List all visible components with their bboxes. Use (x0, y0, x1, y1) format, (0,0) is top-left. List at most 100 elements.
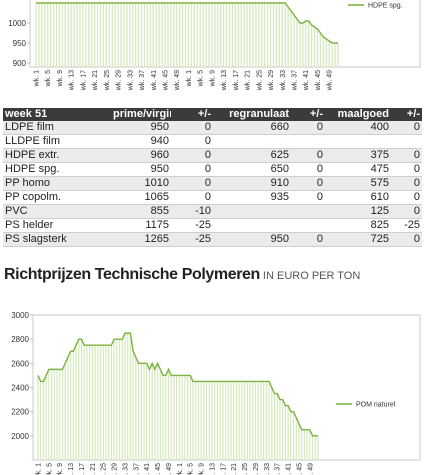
x-tick-label: wk. 33 (280, 70, 287, 91)
x-tick-label: wk. 25 (101, 463, 108, 475)
table-cell: 625 (213, 148, 291, 163)
x-tick-label: wk. 21 (92, 70, 99, 91)
table-cell: 0 (291, 176, 325, 191)
series-line (36, 2, 338, 44)
table-body: LDPE film 950 0 660 0 400 0 LLDPE film 940 0 HDPE … (3, 121, 422, 247)
table-cell: -10 (171, 204, 213, 219)
x-tick-label: wk. 41 (286, 463, 293, 475)
table-cell: 0 (391, 148, 422, 163)
table-cell: 1010 (111, 176, 171, 191)
table-cell: -25 (171, 218, 213, 233)
table-cell: PS helder (3, 218, 111, 233)
x-tick-label: wk. 33 (264, 463, 271, 475)
table-cell: 725 (325, 232, 391, 247)
header-cell: regranulaat (213, 108, 291, 121)
x-tick-label: wk. 17 (220, 463, 227, 475)
table-cell: 950 (111, 162, 171, 177)
y-tick-label: 950 (13, 39, 27, 48)
x-tick-label: wk. 33 (127, 70, 134, 91)
x-tick-label: wk. 37 (275, 463, 282, 475)
table-cell: 660 (213, 121, 291, 135)
table-cell: 0 (171, 148, 213, 163)
table-cell: 0 (291, 190, 325, 205)
x-tick-label: wk. 37 (133, 463, 140, 475)
table-cell: 950 (111, 121, 171, 135)
x-tick-label: wk. 49 (174, 70, 181, 91)
x-tick-label: wk. 17 (79, 463, 86, 475)
x-tick-label: wk. 13 (68, 463, 75, 475)
table-cell: PP copolm. (3, 190, 111, 205)
x-tick-label: wk. 1 (186, 70, 193, 87)
y-tick-label: 2200 (11, 408, 29, 417)
table-cell: LDPE film (3, 121, 111, 135)
x-tick-label: wk. 29 (112, 463, 119, 475)
table-cell: 0 (291, 121, 325, 135)
x-tick-label: wk. 5 (188, 463, 195, 475)
table-cell: 375 (325, 148, 391, 163)
table-row: LDPE film 950 0 660 0 400 0 (3, 121, 422, 135)
table-cell: 575 (325, 176, 391, 191)
x-tick-label: wk. 49 (327, 70, 334, 91)
x-tick-label: wk. 13 (69, 70, 76, 91)
x-tick-label: wk. 45 (315, 70, 322, 91)
table-cell (325, 134, 391, 149)
y-tick-label: 2000 (11, 432, 29, 441)
x-tick-label: wk. 21 (231, 463, 238, 475)
header-cell: +/- (171, 108, 213, 121)
x-tick-label: wk. 41 (151, 70, 158, 91)
table-row: HDPE extr. 960 0 625 0 375 0 (3, 148, 422, 163)
table-cell: 400 (325, 121, 391, 135)
x-tick-label: wk. 25 (242, 463, 249, 475)
x-tick-label: wk. 25 (256, 70, 263, 91)
table-cell: 1265 (111, 232, 171, 247)
x-tick-label: wk. 21 (90, 463, 97, 475)
x-tick-label: wk. 45 (296, 463, 303, 475)
series-line (37, 332, 318, 437)
x-tick-label: wk. 41 (144, 463, 151, 475)
table-cell (391, 134, 422, 149)
x-tick-label: wk. 45 (163, 70, 170, 91)
legend-label: POM naturel (356, 402, 396, 409)
table-cell: -25 (391, 218, 422, 233)
x-tick-label: wk. 13 (221, 70, 228, 91)
table-cell: 960 (111, 148, 171, 163)
table-cell: 0 (391, 190, 422, 205)
x-tick-label: wk. 9 (57, 463, 64, 475)
table-cell: 0 (171, 190, 213, 205)
plot-frame (32, 314, 421, 461)
x-tick-label: wk. 29 (268, 70, 275, 91)
table-cell: 0 (171, 176, 213, 191)
table-row: PP homo 1010 0 910 0 575 0 (3, 176, 422, 191)
table-cell (291, 218, 325, 233)
x-tick-label: wk. 49 (166, 463, 173, 475)
table-cell: 0 (391, 204, 422, 219)
table-cell (213, 134, 291, 149)
table-row: LLDPE film 940 0 (3, 134, 422, 149)
x-tick-label: wk. 33 (122, 463, 129, 475)
x-tick-label: wk. 49 (307, 463, 314, 475)
table-row: PVC 855 -10 125 0 (3, 204, 422, 219)
table-cell: 650 (213, 162, 291, 177)
table-row: PP copolm. 1065 0 935 0 610 0 (3, 190, 422, 205)
table-cell: 0 (391, 162, 422, 177)
x-tick-label: wk. 41 (303, 70, 310, 91)
legend-label: HDPE spg. (368, 3, 403, 10)
plot-area (37, 332, 319, 460)
y-tick-label: 2800 (11, 335, 29, 344)
table-cell: 825 (325, 218, 391, 233)
header-cell: +/- (291, 108, 325, 121)
x-tick-label: wk. 29 (116, 70, 123, 91)
x-tick-label: wk. 25 (104, 70, 111, 91)
table-cell (291, 134, 325, 149)
plot-area (35, 2, 339, 67)
table-cell: 935 (213, 190, 291, 205)
x-tick-label: wk. 1 (36, 463, 43, 475)
table-cell: 855 (111, 204, 171, 219)
x-tick-label: wk. 5 (45, 70, 52, 87)
x-tick-label: wk. 1 (34, 70, 41, 87)
x-tick-label: wk. 9 (57, 70, 64, 87)
x-tick-label: wk. 17 (80, 70, 87, 91)
x-tick-label: wk. 5 (198, 70, 205, 87)
